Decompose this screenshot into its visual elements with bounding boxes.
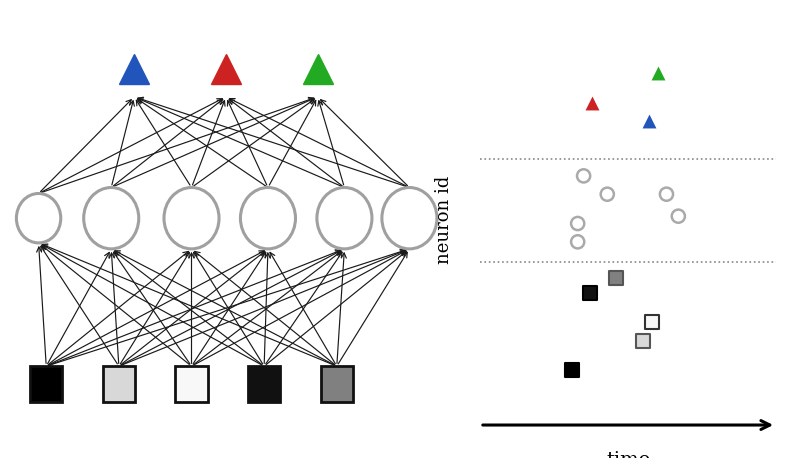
FancyArrowPatch shape [42,98,314,192]
FancyArrowPatch shape [337,253,346,364]
Circle shape [317,187,372,249]
FancyArrowPatch shape [138,98,342,186]
Text: time: time [606,451,650,458]
FancyArrowPatch shape [264,253,270,364]
FancyArrowPatch shape [227,100,266,185]
FancyArrowPatch shape [42,245,190,365]
FancyArrowPatch shape [112,101,134,185]
Point [566,366,578,374]
Point [571,238,584,245]
FancyArrowPatch shape [122,251,341,365]
FancyArrowPatch shape [120,252,190,364]
FancyArrowPatch shape [138,97,406,187]
FancyArrowPatch shape [194,252,262,364]
FancyArrowPatch shape [48,251,188,365]
FancyArrowPatch shape [138,99,266,186]
Circle shape [164,187,219,249]
FancyArrowPatch shape [49,251,264,365]
FancyArrowPatch shape [230,98,407,186]
FancyArrowPatch shape [122,250,406,365]
FancyBboxPatch shape [30,366,62,403]
Circle shape [84,187,138,249]
FancyArrowPatch shape [114,98,314,186]
FancyArrowPatch shape [266,251,406,365]
FancyArrowPatch shape [270,100,316,185]
Circle shape [241,187,295,249]
FancyArrowPatch shape [338,252,407,364]
Point [651,70,664,77]
FancyArrowPatch shape [321,100,407,185]
FancyArrowPatch shape [42,245,262,365]
FancyArrowPatch shape [229,99,342,186]
FancyArrowPatch shape [266,252,342,364]
FancyArrowPatch shape [270,252,335,364]
FancyBboxPatch shape [175,366,208,403]
FancyArrowPatch shape [41,100,131,191]
FancyArrowPatch shape [194,251,341,365]
Point [660,191,673,198]
Point [571,220,584,227]
FancyArrowPatch shape [114,99,222,186]
FancyArrowPatch shape [49,250,341,365]
FancyArrowPatch shape [136,100,190,185]
Circle shape [17,193,61,243]
FancyArrowPatch shape [47,252,110,364]
FancyArrowPatch shape [42,244,334,365]
Point [586,99,599,106]
Point [601,191,614,198]
Point [642,117,655,125]
FancyArrowPatch shape [194,251,406,365]
Point [646,319,658,326]
FancyArrowPatch shape [193,101,225,185]
FancyBboxPatch shape [321,366,353,403]
FancyArrowPatch shape [110,253,118,364]
Circle shape [382,187,437,249]
Point [578,172,590,180]
FancyArrowPatch shape [189,253,194,364]
Point [637,337,650,344]
FancyBboxPatch shape [248,366,280,403]
FancyArrowPatch shape [194,251,334,365]
FancyArrowPatch shape [41,98,222,192]
FancyArrowPatch shape [194,99,314,186]
Text: neuron id: neuron id [435,176,454,264]
Point [610,275,622,282]
FancyBboxPatch shape [102,366,135,403]
FancyArrowPatch shape [114,251,262,365]
FancyArrowPatch shape [49,249,406,365]
FancyArrowPatch shape [114,252,190,364]
FancyArrowPatch shape [115,251,334,365]
FancyArrowPatch shape [41,246,118,364]
FancyArrowPatch shape [121,251,265,365]
FancyArrowPatch shape [193,252,266,364]
Point [583,289,596,297]
FancyArrowPatch shape [318,101,344,185]
Point [672,213,685,220]
FancyArrowPatch shape [37,247,46,364]
